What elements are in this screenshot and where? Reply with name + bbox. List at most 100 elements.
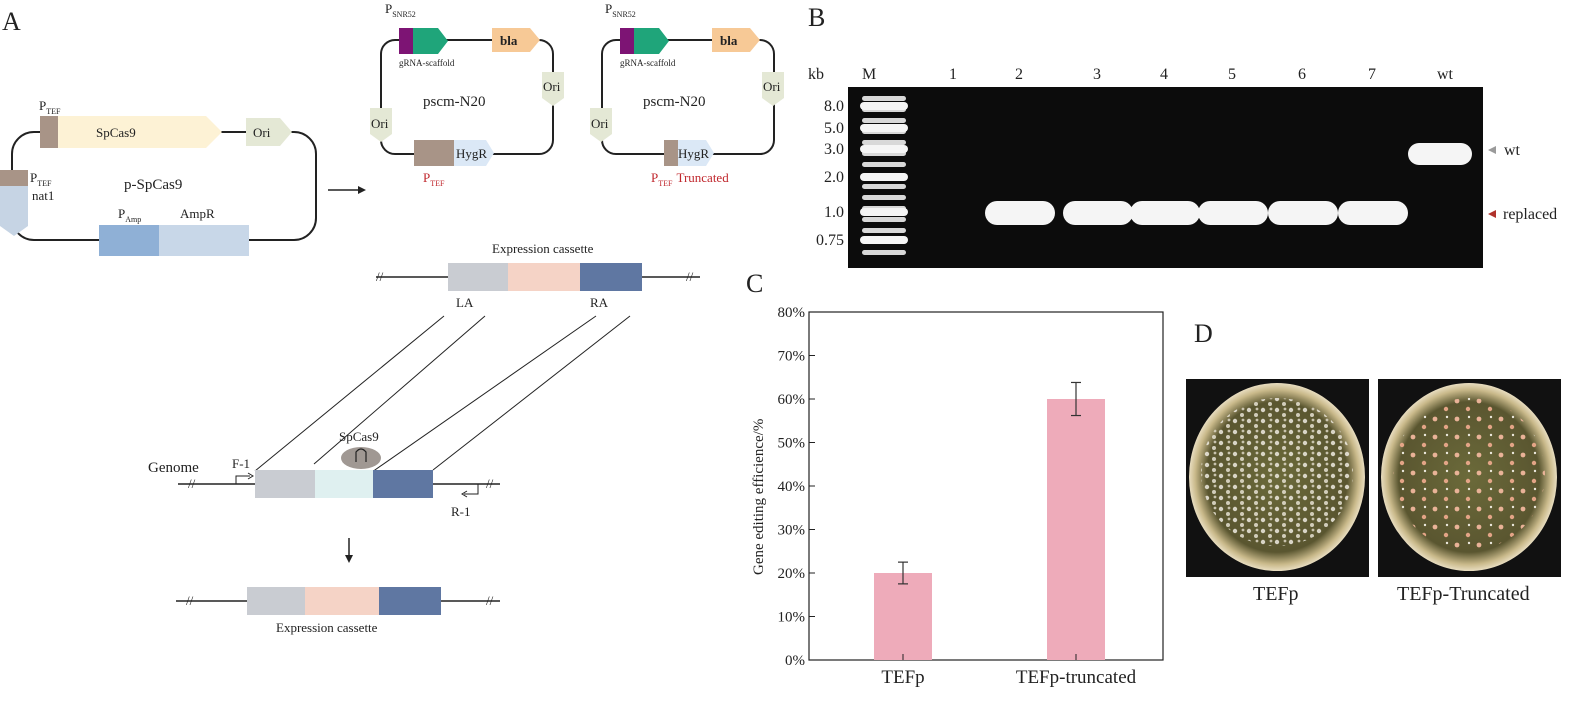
ptef-left-label: PTEF — [30, 170, 52, 188]
replaced-band-label: replaced — [1503, 206, 1557, 223]
plate-tefp-truncated: TEFp-Truncated — [1378, 379, 1561, 605]
ptef-promoter-block — [40, 116, 58, 148]
plot-frame — [808, 311, 1164, 661]
replaced-arrow-icon — [1488, 210, 1496, 218]
r1-primer-label: R-1 — [451, 504, 471, 519]
break-mark-right: // — [486, 593, 494, 608]
nat1-gene-arrow — [0, 186, 28, 236]
y-tick-label: 0% — [785, 653, 805, 669]
f1-primer-arrow — [235, 475, 250, 484]
plate-label-tefp: TEFp — [1253, 583, 1299, 605]
ptef-label: PTEF — [39, 98, 61, 116]
plate-label-tefp-truncated: TEFp-Truncated — [1397, 583, 1530, 605]
pamp-label: PAmp — [118, 206, 141, 224]
recombination-lines — [254, 315, 631, 473]
grna-scaffold-label: gRNA-scaffold — [620, 58, 676, 68]
genome-target-block — [315, 470, 373, 498]
y-axis-ticks: 0% 10% 20% 30% 40% 50% 60% 70% 80% — [778, 305, 815, 669]
marker-label: M — [862, 66, 876, 83]
ladder-labels: 8.0 5.0 3.0 2.0 1.0 0.75 — [816, 98, 844, 249]
hygr-label: HygR — [456, 146, 487, 161]
ptef-truncated-block — [664, 140, 678, 166]
error-bars — [898, 381, 1081, 585]
ladder-band — [862, 96, 906, 101]
lane-label: 4 — [1160, 66, 1168, 83]
ladder-band-major — [860, 102, 908, 110]
ladder-band — [862, 250, 906, 255]
target-block — [508, 263, 580, 291]
wt-band — [1408, 143, 1472, 165]
ra-block — [580, 263, 642, 291]
lane-label: 7 — [1368, 66, 1376, 83]
ladder-band — [862, 228, 906, 233]
ori-left-element — [370, 108, 392, 142]
ptef-left-block — [0, 170, 28, 186]
ampr-gene-block — [159, 225, 249, 256]
plasmid-name: pscm-N20 — [423, 94, 486, 110]
ladder-band — [862, 140, 906, 145]
bar — [874, 573, 932, 660]
ladder-size-label: 1.0 — [824, 204, 844, 221]
gel-image — [848, 87, 1483, 268]
bla-gene-arrow — [492, 28, 540, 52]
ladder-band-major — [860, 145, 908, 153]
ladder-band-major — [860, 208, 908, 216]
lane-labels: 1 2 3 4 5 6 7 wt — [949, 66, 1454, 83]
hygr-label: HygR — [678, 146, 709, 161]
y-tick-label: 70% — [778, 349, 806, 365]
psnr52-label: PSNR52 — [385, 1, 416, 19]
genome-ra-block — [373, 470, 433, 498]
ladder-band — [862, 184, 906, 189]
ladder-size-label: 0.75 — [816, 232, 844, 249]
ampr-label: AmpR — [180, 206, 215, 221]
bla-label: bla — [500, 33, 518, 48]
cassette-title: Expression cassette — [276, 620, 378, 635]
ptef-promoter-block — [414, 140, 454, 166]
psnr52-promoter-block — [620, 28, 634, 54]
r1-primer-arrow — [464, 484, 479, 495]
panel-letter-b: B — [808, 3, 825, 32]
break-mark-left: // — [376, 269, 384, 284]
replaced-band — [985, 201, 1055, 225]
genome-locus: Genome // // SpCas9 F-1 R-1 — [148, 429, 500, 519]
gel-electrophoresis: kb M 1 2 3 4 5 6 7 wt 8.0 5.0 3.0 2.0 1.0 0.75 wt re… — [808, 66, 1557, 268]
y-tick-label: 10% — [778, 610, 806, 626]
la-block — [448, 263, 508, 291]
plate-tefp: TEFp — [1186, 379, 1369, 605]
plasmid-pscm-n20-a: PSNR52 gRNA-scaffold bla Ori pscm-N20 Or… — [370, 1, 564, 188]
spcas9-label: SpCas9 — [96, 125, 136, 140]
transition-arrow — [328, 186, 366, 194]
ori-right-label: Ori — [543, 79, 561, 94]
wt-arrow-icon — [1488, 146, 1496, 154]
spcas9-label: SpCas9 — [339, 429, 379, 444]
ladder-size-label: 8.0 — [824, 98, 844, 115]
colonies — [1201, 398, 1353, 546]
y-tick-label: 20% — [778, 566, 806, 582]
replaced-band — [1130, 201, 1200, 225]
ptef-label: PTEF — [423, 170, 445, 188]
x-axis-labels: TEFp TEFp-truncated — [881, 654, 1137, 688]
break-mark-right: // — [686, 269, 694, 284]
ladder-size-label: 3.0 — [824, 141, 844, 158]
lane-label: 2 — [1015, 66, 1023, 83]
ladder-size-label: 2.0 — [824, 169, 844, 186]
pamp-promoter-block — [99, 225, 159, 256]
y-tick-label: 60% — [778, 392, 806, 408]
plasmid-name: p-SpCas9 — [124, 177, 182, 193]
ladder-band-major — [860, 124, 908, 132]
nat1-label: nat1 — [32, 188, 54, 203]
x-tick-label: TEFp — [881, 667, 924, 688]
ori-left-label: Ori — [371, 116, 389, 131]
integrated-la-block — [247, 587, 305, 615]
replaced-band — [1338, 201, 1408, 225]
integrated-ra-block — [379, 587, 441, 615]
grna-arrow — [634, 28, 669, 54]
plasmid-pscm-n20-truncated: PSNR52 gRNA-scaffold bla Ori pscm-N20 Or… — [590, 1, 784, 188]
colonies — [1393, 398, 1545, 550]
break-mark-left: // — [186, 593, 194, 608]
hygr-gene-arrow — [678, 140, 714, 166]
f1-primer-label: F-1 — [232, 456, 250, 471]
break-mark-right: // — [486, 476, 494, 491]
lane-label: wt — [1437, 66, 1454, 83]
integrated-target-block — [305, 587, 379, 615]
